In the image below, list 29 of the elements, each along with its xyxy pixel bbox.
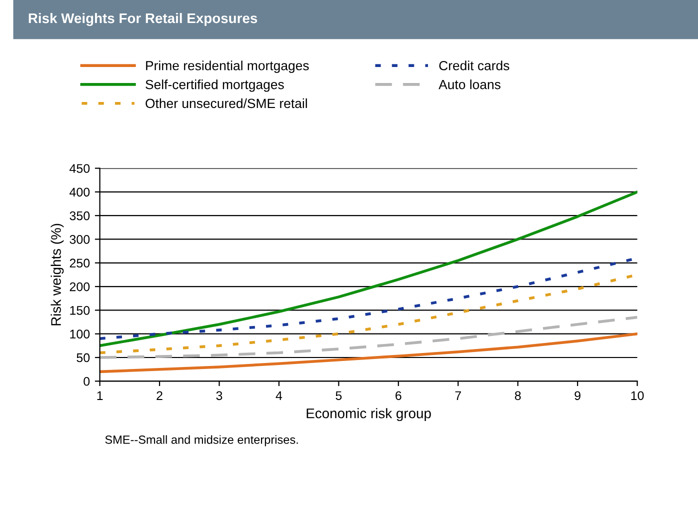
y-tick-label: 250 [70,258,90,268]
x-tick-label: 8 [514,391,521,400]
y-tick-label: 300 [70,235,90,244]
x-tick-label: 9 [574,391,580,400]
x-tick-label: 10 [631,391,644,400]
y-tick-label: 200 [70,282,90,292]
x-tick-label: 3 [216,391,222,400]
y-tick-label: 100 [70,330,90,338]
y-tick-label: 350 [70,211,90,220]
legend-label: Credit cards [439,60,510,70]
x-tick-label: 5 [336,391,342,400]
legend-label: Auto loans [438,80,500,90]
x-tick-label: 1 [97,391,103,400]
chart-title: Risk Weights For Retail Exposures [28,12,258,26]
text: SME--Small and midsize enterprises. [105,435,298,446]
y-tick-label: 400 [70,188,90,197]
y-tick-label: 50 [76,353,90,362]
y-axis-title: Risk weights (%) [50,224,64,326]
x-axis-title: Economic risk group [306,408,431,422]
x-tick-label: 4 [276,391,282,400]
x-tick-label: 2 [156,391,162,400]
legend-label: Self-certified mortgages [146,80,284,92]
y-tick-label: 150 [70,306,90,315]
legend-label: Prime residential mortgages [146,60,309,73]
x-tick-label: 7 [455,391,461,400]
x-tick-label: 6 [396,391,402,400]
y-tick-label: 0 [84,376,90,386]
y-tick-label: 450 [70,164,90,173]
legend-label: Other unsecured/SME retail [146,98,307,108]
